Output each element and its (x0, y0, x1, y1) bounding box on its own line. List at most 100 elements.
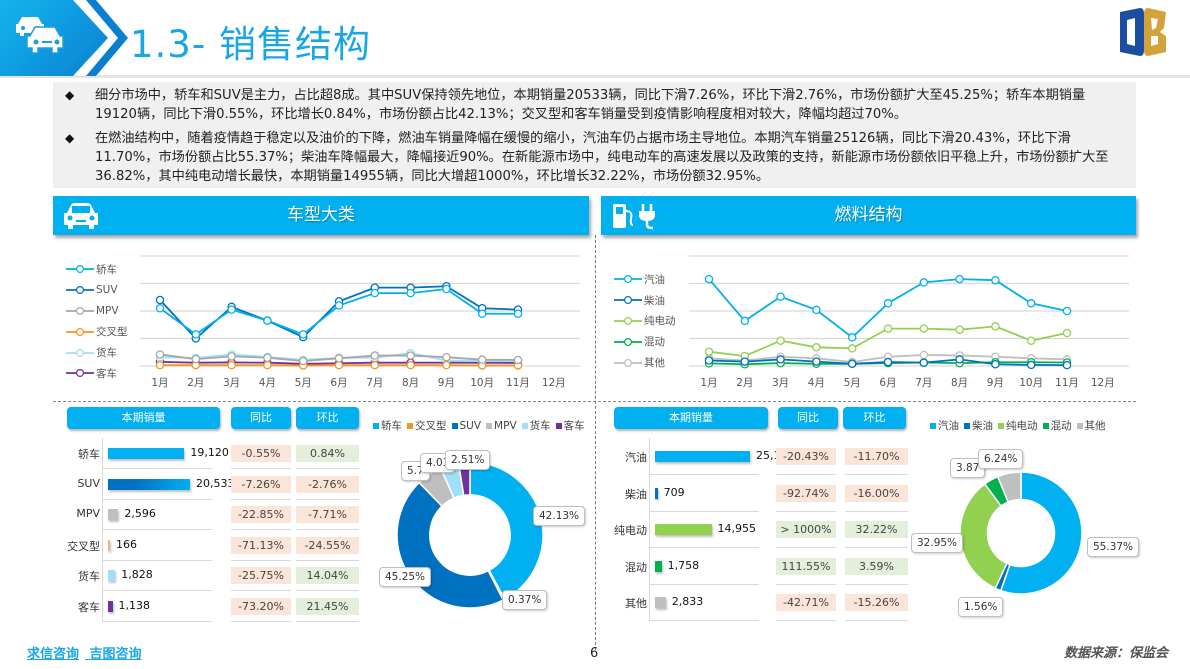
svg-text:9月: 9月 (438, 377, 455, 389)
value-bar (108, 448, 185, 459)
row-label: 纯电动 (614, 524, 647, 537)
donut-legend-vehicle: 轿车 交叉型 SUV MPV 货车 客车 (373, 418, 585, 433)
row-divider (296, 590, 359, 592)
yoy-cell: -71.13% (231, 536, 291, 554)
value-bar (655, 597, 666, 608)
data-source: 数据来源：保监会 (1063, 646, 1168, 661)
row-divider (845, 583, 908, 585)
donut-label-suv: 45.25% (379, 567, 432, 587)
legend-item: 汽油 (614, 269, 676, 290)
row-divider (649, 474, 759, 476)
mom-cell: -15.26% (845, 594, 908, 611)
table-header-sales: 本期销量 (614, 407, 768, 429)
legend-item: 轿车 (373, 418, 402, 433)
row-divider (102, 590, 212, 592)
row-divider (776, 583, 836, 585)
legend-item: 纯电动 (998, 418, 1038, 433)
row-divider (649, 547, 759, 549)
svg-text:3月: 3月 (772, 377, 789, 389)
row-divider (776, 547, 836, 549)
legend-label: 混动 (1050, 420, 1072, 432)
vertical-divider (595, 235, 596, 650)
legend-label: MPV (96, 304, 119, 317)
svg-text:1月: 1月 (151, 377, 168, 389)
row-label: 客车 (78, 600, 100, 614)
legend-item: 纯电动 (614, 311, 676, 332)
svg-text:9月: 9月 (987, 377, 1004, 389)
legend-swatch-icon (407, 423, 413, 429)
chevron-decoration-icon (78, 0, 128, 76)
row-divider (649, 583, 759, 585)
legend-marker-icon (66, 265, 94, 274)
donut-label-hybrid: 3.87 (950, 458, 986, 478)
mom-cell: 32.22% (845, 521, 908, 538)
yoy-cell: -22.85% (231, 506, 291, 523)
legend-swatch-icon (1042, 423, 1049, 429)
legend-item: SUV (66, 280, 128, 301)
legend-label: 汽油 (938, 420, 959, 432)
row-divider (102, 468, 212, 470)
row-divider (102, 620, 212, 622)
summary-text: 细分市场中，轿车和SUV是主力，占比超8成。其中SUV保持领先地位，本期销量20… (95, 88, 1086, 122)
value-label: 14,955 (717, 522, 757, 535)
summary-box: ◆ 细分市场中，轿车和SUV是主力，占比超8成。其中SUV保持领先地位，本期销量… (53, 82, 1136, 188)
table-header-yoy: 同比 (231, 407, 291, 429)
footer-link[interactable]: 吉图咨询 (89, 647, 142, 662)
mom-cell: 14.04% (296, 567, 359, 584)
yoy-cell: -25.75% (231, 567, 291, 584)
value-label: 166 (116, 537, 137, 551)
row-divider (296, 498, 359, 500)
legend-item: 混动 (1042, 418, 1072, 433)
legend-swatch-icon (998, 423, 1004, 429)
svg-text:4月: 4月 (808, 377, 825, 389)
diamond-bullet-icon: ◆ (65, 88, 75, 102)
row-label: 交叉型 (67, 539, 100, 553)
legend-item: 客车 (555, 418, 585, 433)
page-number: 6 (590, 646, 599, 661)
legend-swatch-icon (521, 423, 528, 429)
row-divider (231, 468, 291, 470)
svg-text:7月: 7月 (915, 377, 932, 389)
legend-label: 柴油 (972, 420, 993, 432)
legend-swatch-icon (486, 422, 493, 429)
legend-item: 其他 (1076, 418, 1106, 433)
legend-swatch-icon (555, 423, 562, 429)
svg-text:10月: 10月 (470, 377, 494, 389)
car-front-icon (64, 203, 98, 229)
yoy-cell: -73.20% (231, 597, 291, 615)
line-chart-legend-vehicle: 轿车 SUV MPV 交叉型 货车 客车 (66, 259, 128, 384)
yoy-cell: -0.55% (231, 445, 291, 462)
legend-label: 货车 (96, 347, 117, 360)
value-bar (655, 451, 750, 462)
cars-icon (16, 17, 64, 54)
legend-label: 其他 (644, 357, 665, 370)
value-label: 1,828 (121, 568, 153, 581)
table-header-mom: 环比 (843, 407, 906, 429)
value-bar (108, 478, 190, 490)
yoy-cell: -20.43% (776, 448, 836, 465)
summary-text: 在燃油结构中，随着疫情趋于稳定以及油价的下降，燃油车销量降幅在缓慢的缩小，汽油车… (95, 131, 1109, 184)
legend-item: SUV (451, 420, 481, 432)
row-divider (231, 620, 291, 622)
legend-label: 其他 (1084, 420, 1106, 432)
legend-swatch-icon (1076, 423, 1083, 429)
value-label: 2,596 (124, 507, 156, 520)
row-divider (296, 620, 359, 622)
axis-line (649, 437, 650, 621)
legend-label: 混动 (644, 336, 665, 349)
summary-bullet: ◆ 细分市场中，轿车和SUV是主力，占比超8成。其中SUV保持领先地位，本期销量… (63, 86, 1126, 124)
legend-label: 客车 (96, 367, 117, 380)
svg-text:8月: 8月 (951, 377, 968, 389)
footer-link[interactable]: 求信咨询 (27, 647, 80, 662)
svg-text:5月: 5月 (295, 377, 312, 389)
legend-marker-icon (66, 306, 94, 315)
row-label: 汽油 (625, 451, 647, 464)
summary-bullet: ◆ 在燃油结构中，随着疫情趋于稳定以及油价的下降，燃油车销量降幅在缓慢的缩小，汽… (63, 129, 1126, 186)
svg-text:1月: 1月 (700, 377, 717, 389)
value-label: 1,138 (118, 598, 151, 612)
value-bar (655, 560, 662, 572)
value-label: 1,758 (667, 558, 700, 572)
row-label: SUV (77, 476, 100, 490)
section-title: 燃料结构 (834, 205, 903, 225)
donut-label-gasoline: 55.37% (1087, 537, 1140, 557)
